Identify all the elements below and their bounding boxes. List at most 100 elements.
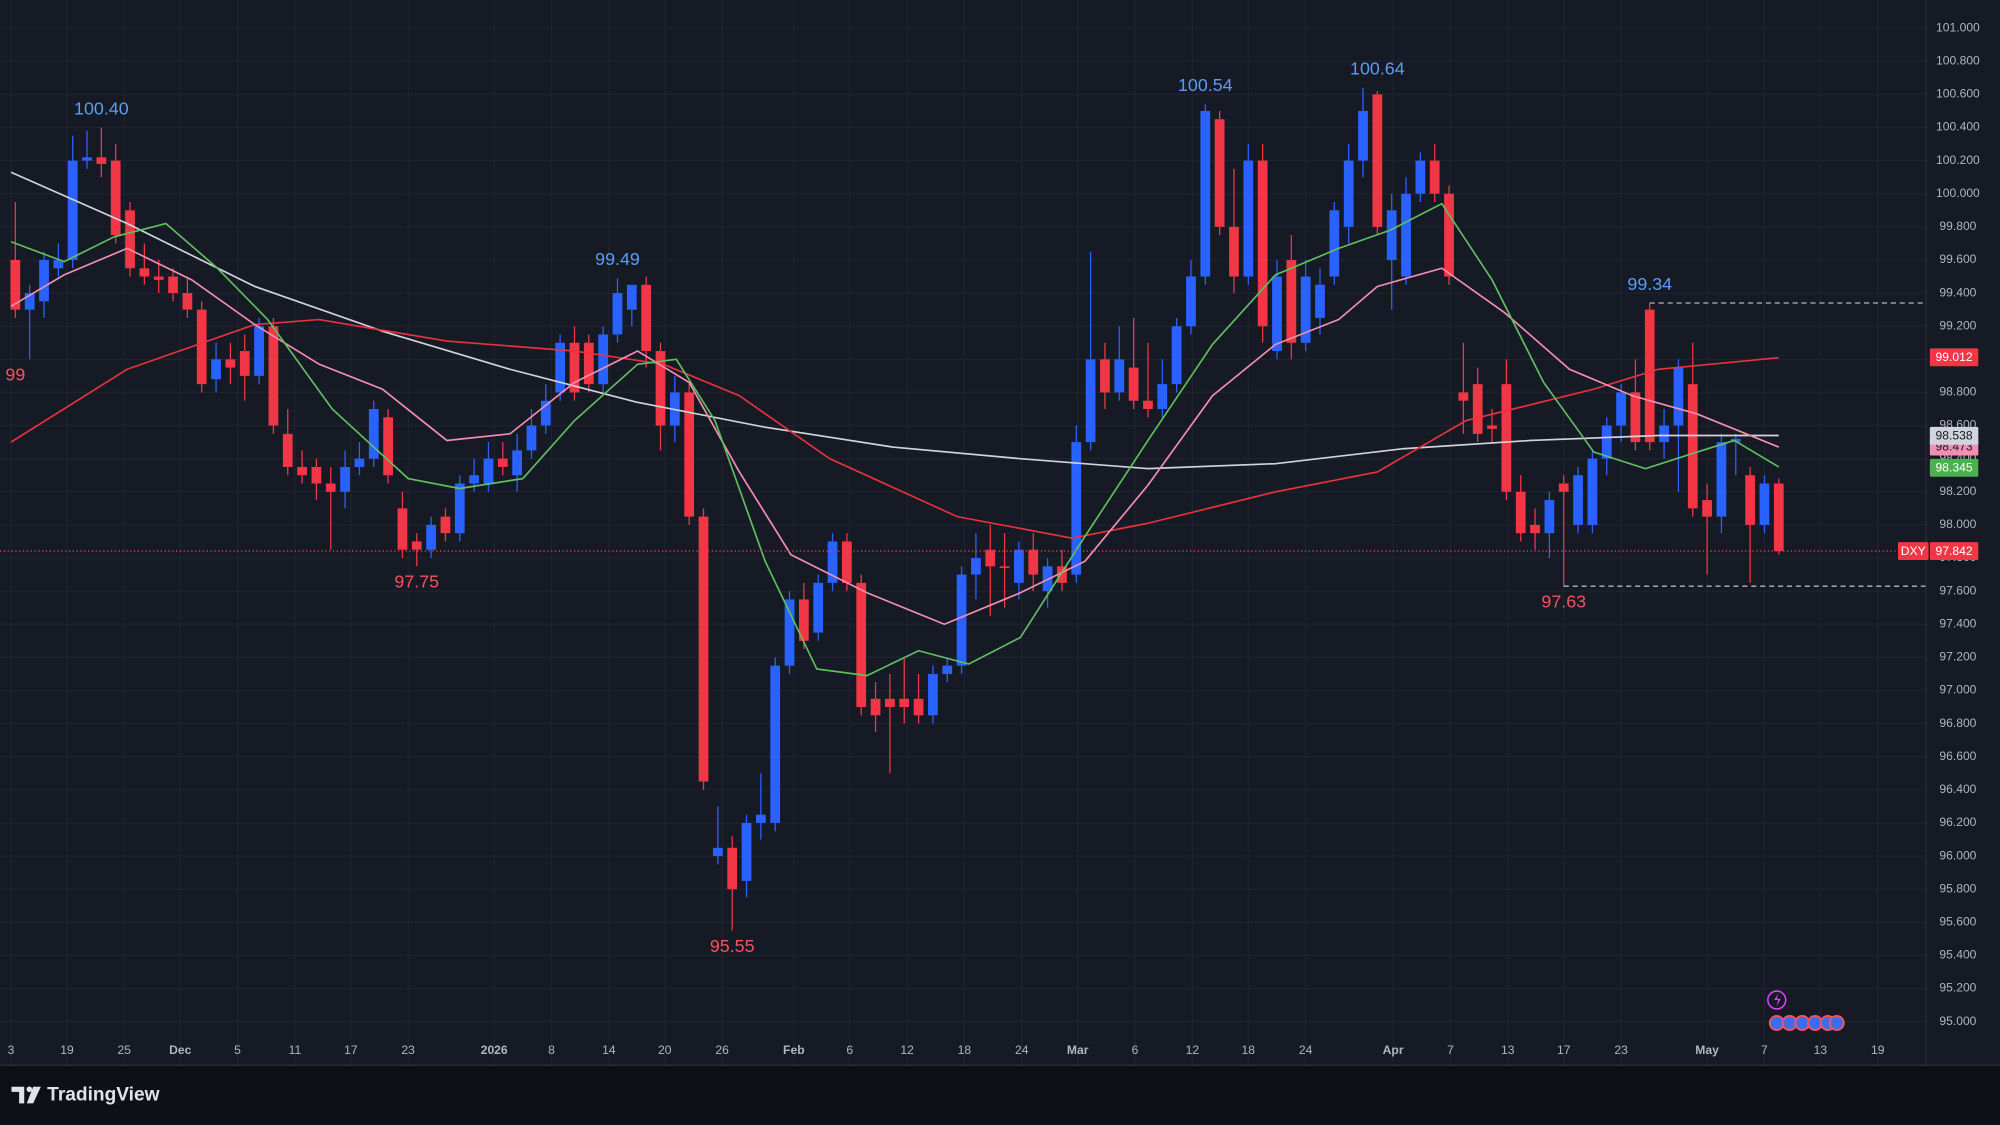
candle-body <box>110 160 121 236</box>
candle-body <box>1358 110 1368 161</box>
extreme-label: 100.40 <box>74 98 129 118</box>
candle-body <box>211 359 221 380</box>
candle-body <box>512 450 523 476</box>
logo-mark <box>26 1086 41 1104</box>
y-tick-label: 95.200 <box>1939 981 1976 995</box>
candle-body <box>641 284 652 352</box>
candle-body <box>1630 392 1641 443</box>
brand-name: TradingView <box>47 1085 159 1106</box>
candle-body <box>1687 384 1698 509</box>
x-tick-label: Mar <box>1067 1043 1089 1057</box>
candle-body <box>297 466 307 476</box>
candle-body <box>755 814 766 823</box>
moving-average <box>10 202 1780 677</box>
price-label-bg <box>1929 458 1979 477</box>
y-tick-label: 97.600 <box>1939 583 1976 597</box>
candle-body <box>1171 326 1182 385</box>
y-tick-label: 97.400 <box>1939 616 1976 630</box>
candle-body <box>311 466 322 484</box>
x-tick-label: 7 <box>1761 1043 1768 1057</box>
candle-body <box>282 433 293 467</box>
y-tick-label: 96.600 <box>1939 749 1976 763</box>
candle-body <box>497 458 508 467</box>
candle-body <box>1014 549 1024 583</box>
x-tick-label: 23 <box>401 1043 415 1057</box>
candle-body <box>813 582 824 633</box>
symbol-label-bg <box>1897 542 1929 560</box>
x-tick-label: Apr <box>1383 1043 1404 1057</box>
candle-body <box>1157 384 1168 409</box>
candle-body <box>856 582 867 708</box>
candle-body <box>1415 160 1426 194</box>
candle-body <box>770 665 781 823</box>
extreme-label: 97.75 <box>394 572 439 592</box>
candle-body <box>1057 566 1067 583</box>
candle-body <box>526 425 537 451</box>
candle-body <box>139 268 150 277</box>
y-tick-label: 100.000 <box>1936 186 1980 200</box>
extreme-label: 99.49 <box>595 249 640 269</box>
candle-body <box>1257 160 1268 327</box>
x-tick-label: 12 <box>1186 1043 1200 1057</box>
y-tick-label: 95.400 <box>1939 948 1976 962</box>
candle-body <box>483 458 494 484</box>
candle-body <box>712 847 723 857</box>
y-tick-label: 99.400 <box>1939 285 1976 299</box>
candle-body <box>411 541 422 550</box>
candle-body <box>325 483 336 492</box>
candle-body <box>1444 193 1454 277</box>
candle-body <box>698 516 709 782</box>
x-tick-label: 25 <box>118 1043 132 1057</box>
candle-body <box>999 566 1010 568</box>
candle-body <box>1601 425 1612 459</box>
candle-body <box>684 392 695 517</box>
candle-body <box>1386 210 1397 260</box>
candle-body <box>397 508 408 550</box>
x-tick-label: Feb <box>783 1043 805 1057</box>
candle-body <box>125 210 135 269</box>
x-tick-label: 3 <box>8 1043 15 1057</box>
candle-body <box>469 475 479 484</box>
event-flag <box>1828 1014 1845 1031</box>
x-tick-label: 13 <box>1814 1043 1828 1057</box>
extreme-label: 95.55 <box>710 936 755 956</box>
candle-body <box>1702 500 1712 517</box>
y-tick-label: 99.200 <box>1939 318 1976 332</box>
candle-body <box>1214 119 1225 227</box>
price-label: 99.012 <box>1936 350 1973 364</box>
candle-body <box>153 276 164 280</box>
y-tick-label: 100.600 <box>1936 87 1980 101</box>
candle-body <box>454 483 465 534</box>
candle-body <box>426 524 436 550</box>
x-tick-label: 20 <box>658 1043 672 1057</box>
candle-body <box>540 400 551 426</box>
moving-average <box>10 171 1779 470</box>
candle-body <box>784 599 795 666</box>
candle-body <box>741 822 752 881</box>
x-tick-label: 19 <box>60 1043 74 1057</box>
candle-body <box>1644 309 1655 443</box>
y-tick-label: 99.800 <box>1939 219 1976 233</box>
logo-mark <box>11 1086 25 1104</box>
candle-body <box>96 157 107 164</box>
x-tick-label: 12 <box>900 1043 914 1057</box>
x-tick-label: 6 <box>846 1043 853 1057</box>
candle-body <box>1587 458 1598 525</box>
candle-body <box>870 698 881 716</box>
candle-body <box>82 157 92 161</box>
candle-body <box>1200 110 1211 277</box>
candle-body <box>1659 425 1669 443</box>
price-label-bg <box>1929 542 1979 560</box>
candle-body <box>1401 193 1411 277</box>
x-tick-label: 26 <box>715 1043 729 1057</box>
candle-body <box>1458 392 1469 401</box>
candle-body <box>1487 425 1497 429</box>
candle-body <box>1329 210 1340 277</box>
candle-body <box>655 351 666 426</box>
candle-body <box>1071 442 1082 575</box>
candle-body <box>899 698 910 708</box>
candle-body <box>626 284 637 310</box>
candle-body <box>10 259 21 310</box>
